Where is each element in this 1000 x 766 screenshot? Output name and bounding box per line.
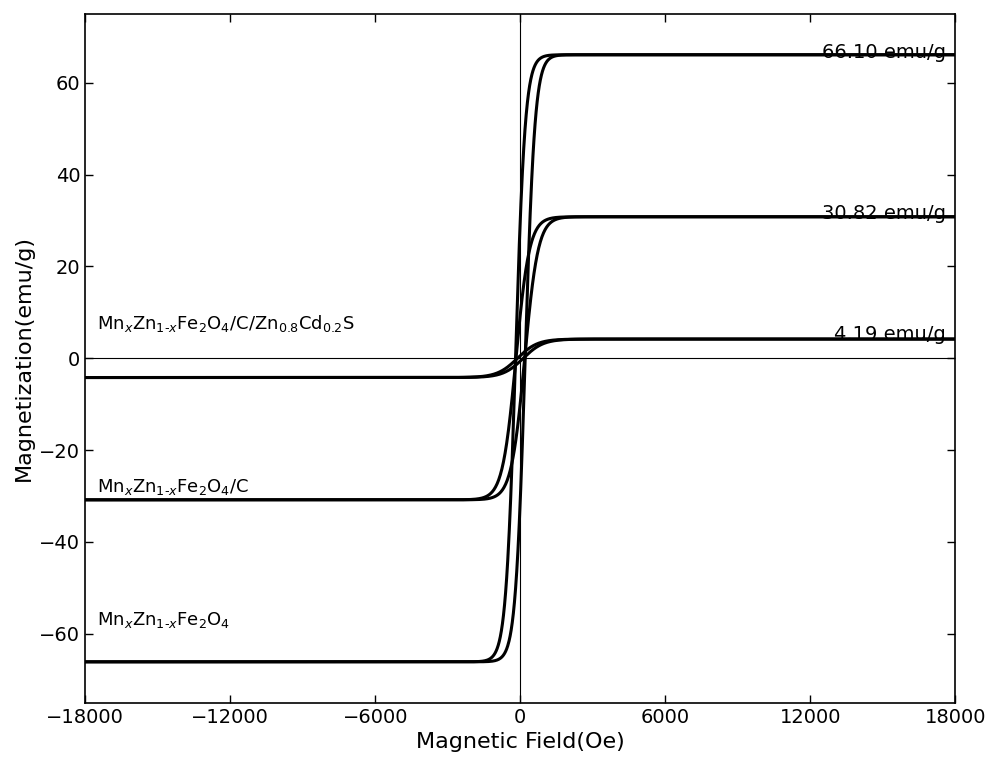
Text: $\mathrm{Mn}_{x}\mathrm{Zn}_{1\text{-}x}\mathrm{Fe}_{2}\mathrm{O}_{4}$$/\mathrm{: $\mathrm{Mn}_{x}\mathrm{Zn}_{1\text{-}x}… [97, 313, 355, 334]
Text: 30.82 emu/g: 30.82 emu/g [822, 204, 946, 223]
Text: $\mathrm{Mn}_{x}\mathrm{Zn}_{1\text{-}x}\mathrm{Fe}_{2}\mathrm{O}_{4}$: $\mathrm{Mn}_{x}\mathrm{Zn}_{1\text{-}x}… [97, 610, 231, 630]
X-axis label: Magnetic Field(Oe): Magnetic Field(Oe) [416, 732, 625, 752]
Y-axis label: Magnetization(emu/g): Magnetization(emu/g) [14, 235, 34, 481]
Text: 66.10 emu/g: 66.10 emu/g [822, 43, 946, 62]
Text: 4.19 emu/g: 4.19 emu/g [834, 325, 946, 344]
Text: $\mathrm{Mn}_{x}\mathrm{Zn}_{1\text{-}x}\mathrm{Fe}_{2}\mathrm{O}_{4}$$/\mathrm{: $\mathrm{Mn}_{x}\mathrm{Zn}_{1\text{-}x}… [97, 477, 249, 497]
